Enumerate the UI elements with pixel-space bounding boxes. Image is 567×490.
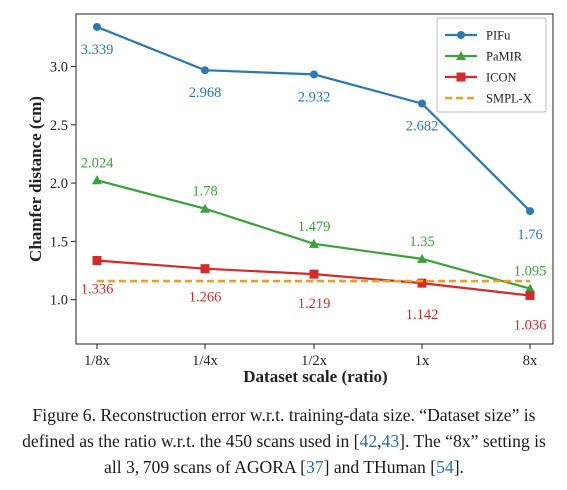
y-tick-label: 2.0 <box>50 176 68 192</box>
legend-box <box>436 17 547 113</box>
point-pifu <box>418 99 426 108</box>
point-icon <box>309 269 319 279</box>
y-tick-label: 3.0 <box>50 59 68 75</box>
y-tick-label: 1.0 <box>50 293 68 309</box>
caption-text: , <box>377 431 382 451</box>
citation-link[interactable]: 54 <box>436 457 454 477</box>
data-label-pamir: 2.024 <box>81 155 114 171</box>
legend-label-icon: ICON <box>486 71 517 85</box>
point-icon <box>200 264 210 274</box>
figure-caption: Figure 6. Reconstruction error w.r.t. tr… <box>14 402 554 480</box>
legend-marker-icon <box>456 72 466 82</box>
data-label-pamir: 1.78 <box>192 184 217 200</box>
legend-label-pifu: PIFu <box>486 29 511 43</box>
caption-text: ]. <box>453 457 464 477</box>
data-label-icon: 1.142 <box>406 307 439 323</box>
y-tick-label: 2.5 <box>50 118 68 134</box>
data-label-pamir: 1.095 <box>514 264 547 280</box>
chart: 1.0 1.5 2.0 2.5 3.0 1/8x 1/4x 1/2x 1x 8x Dataset s… <box>26 13 554 386</box>
point-pamir <box>309 238 319 248</box>
data-label-icon: 1.219 <box>298 296 331 312</box>
point-pamir <box>525 283 535 293</box>
data-label-icon: 1.266 <box>189 290 222 306</box>
point-pifu <box>310 70 318 79</box>
point-pamir <box>92 175 102 185</box>
axes: 1.0 1.5 2.0 2.5 3.0 1/8x 1/4x 1/2x 1x 8x Dataset s… <box>26 13 554 386</box>
data-labels: 3.339 2.968 2.932 2.682 1.76 2.024 1.78 1.479 1.… <box>81 42 547 334</box>
data-label-pamir: 1.479 <box>298 219 331 235</box>
caption-text: ] and THuman [ <box>323 457 437 477</box>
x-tick-label: 1/2x <box>301 353 328 369</box>
point-pifu <box>201 66 209 75</box>
point-pifu <box>526 207 534 216</box>
point-pifu <box>93 22 101 31</box>
x-axis-title: Dataset scale (ratio) <box>243 367 387 386</box>
x-tick-label: 1x <box>415 353 430 369</box>
caption-text: ]. The “8x” setting is all 3, 709 scans … <box>104 431 546 477</box>
legend-label-smpl-x: SMPL-X <box>486 92 532 106</box>
data-label-pifu: 2.682 <box>406 119 439 135</box>
x-tick-label: 1/8x <box>84 353 111 369</box>
citation-link[interactable]: 37 <box>305 457 324 477</box>
legend-marker-pamir <box>456 51 466 60</box>
data-label-pifu: 2.968 <box>189 85 222 101</box>
data-label-pamir: 1.35 <box>409 234 434 250</box>
x-tick-label: 1/4x <box>192 353 219 369</box>
point-pamir <box>417 253 427 263</box>
data-label-pifu: 1.76 <box>517 227 542 243</box>
point-icon <box>417 278 427 288</box>
caption-text: Figure 6. Reconstruction error w.r.t. tr… <box>22 405 536 451</box>
data-label-icon: 1.336 <box>81 282 114 298</box>
legend-label-pamir: PaMIR <box>486 50 523 64</box>
data-label-pifu: 2.932 <box>298 89 331 105</box>
series-layer <box>92 22 535 300</box>
point-icon <box>92 256 102 266</box>
legend-marker-pifu <box>457 31 465 39</box>
citation-link[interactable]: 43 <box>381 431 400 451</box>
y-tick-label: 1.5 <box>50 234 68 250</box>
point-icon <box>525 290 535 300</box>
citation-link[interactable]: 42 <box>359 431 378 451</box>
data-label-pifu: 3.339 <box>81 42 114 58</box>
y-axis-title: Chamfer distance (cm) <box>26 96 45 262</box>
point-pamir <box>200 203 210 213</box>
legend: PIFu PaMIR ICON SMPL-X <box>436 17 547 113</box>
x-tick-label: 8x <box>523 353 538 369</box>
data-label-icon: 1.036 <box>514 317 547 333</box>
